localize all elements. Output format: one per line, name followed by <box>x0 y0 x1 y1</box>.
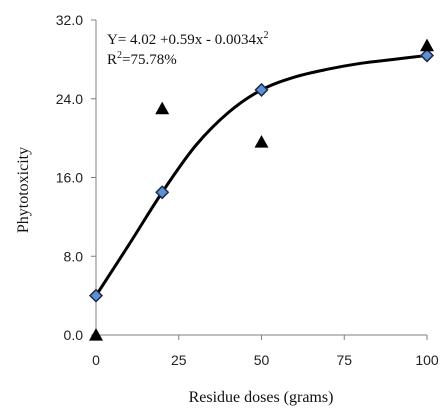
y-tick-label: 8.0 <box>64 248 84 264</box>
y-tick-label: 16.0 <box>56 170 83 186</box>
y-axis-title: Phytotoxicity <box>15 147 32 233</box>
x-ticks: 0 25 50 75 100 <box>92 335 439 368</box>
x-tick-label: 50 <box>254 352 270 368</box>
y-ticks: 0.0 8.0 16.0 24.0 32.0 <box>56 12 96 343</box>
r-squared-annotation: R2=75.78% <box>107 50 177 68</box>
points-layer <box>88 38 435 341</box>
diamond-point <box>88 288 104 303</box>
x-tick-label: 100 <box>415 352 439 368</box>
equation-annotation: Y= 4.02 +0.59x - 0.0034x2 <box>107 30 269 48</box>
diamond-point <box>419 48 435 63</box>
x-tick-label: 0 <box>92 352 100 368</box>
x-tick-label: 25 <box>171 352 187 368</box>
x-tick-label: 75 <box>336 352 352 368</box>
y-tick-label: 24.0 <box>56 91 83 107</box>
diamond-point <box>155 185 170 200</box>
triangle-point <box>155 101 170 115</box>
triangle-point <box>254 135 269 148</box>
y-tick-label: 0.0 <box>64 327 84 343</box>
triangle-point <box>89 328 103 341</box>
x-axis-title: Residue doses (grams) <box>189 389 334 406</box>
y-tick-label: 32.0 <box>56 12 83 28</box>
diamond-point <box>254 82 269 97</box>
triangle-point <box>420 38 434 52</box>
